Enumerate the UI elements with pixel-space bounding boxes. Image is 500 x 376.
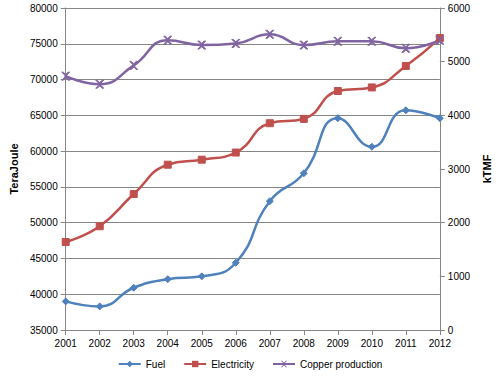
svg-text:2005: 2005 bbox=[191, 338, 214, 349]
svg-text:3000: 3000 bbox=[448, 164, 471, 175]
svg-text:2000: 2000 bbox=[448, 217, 471, 228]
svg-text:60000: 60000 bbox=[30, 146, 58, 157]
svg-text:75000: 75000 bbox=[30, 38, 58, 49]
svg-text:5000: 5000 bbox=[448, 56, 471, 67]
svg-text:2004: 2004 bbox=[157, 338, 180, 349]
svg-text:2003: 2003 bbox=[123, 338, 146, 349]
svg-text:80000: 80000 bbox=[30, 3, 58, 14]
svg-text:0: 0 bbox=[448, 325, 454, 336]
svg-text:2006: 2006 bbox=[225, 338, 248, 349]
svg-text:55000: 55000 bbox=[30, 181, 58, 192]
svg-text:2007: 2007 bbox=[259, 338, 282, 349]
svg-text:2009: 2009 bbox=[327, 338, 350, 349]
svg-text:45000: 45000 bbox=[30, 253, 58, 264]
svg-text:40000: 40000 bbox=[30, 289, 58, 300]
svg-text:6000: 6000 bbox=[448, 3, 471, 14]
svg-text:TeraJoule: TeraJoule bbox=[8, 143, 20, 194]
svg-text:2012: 2012 bbox=[429, 338, 452, 349]
svg-text:Copper production: Copper production bbox=[300, 359, 382, 370]
svg-text:65000: 65000 bbox=[30, 110, 58, 121]
svg-text:50000: 50000 bbox=[30, 217, 58, 228]
svg-text:70000: 70000 bbox=[30, 74, 58, 85]
svg-text:2011: 2011 bbox=[395, 338, 417, 349]
svg-text:Electricity: Electricity bbox=[211, 359, 254, 370]
svg-text:2010: 2010 bbox=[361, 338, 384, 349]
svg-text:kTMF: kTMF bbox=[481, 154, 493, 183]
svg-text:2008: 2008 bbox=[293, 338, 316, 349]
svg-text:2002: 2002 bbox=[89, 338, 112, 349]
svg-text:Fuel: Fuel bbox=[146, 359, 165, 370]
svg-text:35000: 35000 bbox=[30, 325, 58, 336]
svg-text:4000: 4000 bbox=[448, 110, 471, 121]
svg-text:1000: 1000 bbox=[448, 271, 471, 282]
svg-text:2001: 2001 bbox=[55, 338, 78, 349]
